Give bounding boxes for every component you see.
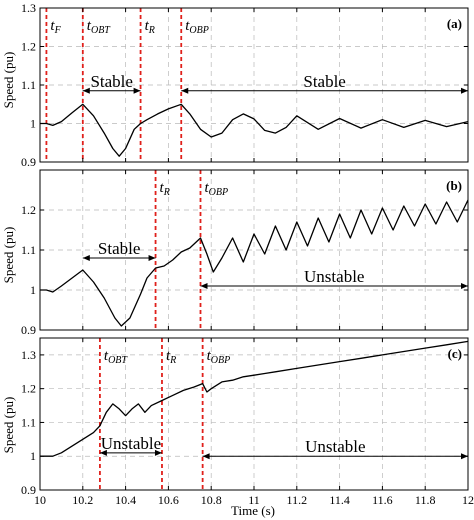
- x-tick-label: 10.8: [201, 493, 222, 507]
- y-axis-label: Speed (pu): [1, 227, 16, 284]
- y-tick-label: 0.9: [21, 323, 36, 337]
- y-tick-label: 1.2: [21, 382, 36, 396]
- speed-series-line: [40, 199, 469, 327]
- y-tick-label: 1.3: [21, 348, 36, 362]
- arrowhead-left: [181, 87, 189, 94]
- event-label: tR: [145, 18, 155, 36]
- panel-label: (a): [447, 16, 462, 31]
- arrowhead-right: [461, 87, 468, 94]
- x-axis-label: Time (s): [231, 503, 275, 518]
- grid-layer: [40, 8, 468, 490]
- event-label: tR: [166, 348, 176, 366]
- annotation-label: Stable: [90, 72, 133, 91]
- x-tick-label: 11.4: [329, 493, 350, 507]
- arrowhead-left: [99, 449, 107, 456]
- arrowhead-left: [82, 255, 90, 261]
- arrowhead-left: [200, 283, 208, 289]
- arrowhead-right: [154, 449, 162, 456]
- event-label: tOBT: [87, 18, 112, 36]
- event-label: tF: [50, 18, 61, 36]
- y-tick-label: 1.2: [21, 40, 36, 54]
- x-tick-label: 11: [248, 493, 260, 507]
- y-tick-label: 1.1: [21, 415, 36, 429]
- event-label: tOBP: [185, 18, 209, 36]
- event-label: tOBP: [205, 180, 229, 198]
- x-tick-label: 11.2: [287, 493, 308, 507]
- y-tick-label: 1: [30, 117, 36, 131]
- arrowhead-right: [461, 283, 468, 289]
- x-tick-label: 11.8: [415, 493, 436, 507]
- y-tick-label: 1.1: [21, 78, 36, 92]
- x-tick-label: 10.6: [158, 493, 179, 507]
- event-label: tOBT: [104, 348, 129, 366]
- annotations-layer: tF tOBT tR tOBP (a) Stable Stable tR tOBP (b) Stab…: [50, 16, 468, 460]
- event-label: tOBP: [207, 348, 231, 366]
- x-tick-label: 12: [462, 493, 474, 507]
- panel-label: (b): [446, 178, 462, 193]
- x-tick-label: 10.4: [115, 493, 136, 507]
- annotation-label: Unstable: [101, 434, 161, 453]
- y-axis-label: Speed (pu): [1, 52, 16, 109]
- y-tick-label: 1.3: [21, 1, 36, 15]
- plot-frame: [39, 169, 469, 331]
- y-axis-label: Speed (pu): [1, 397, 16, 454]
- x-tick-label: 10: [34, 493, 46, 507]
- y-tick-label: 1: [30, 449, 36, 463]
- event-label: tR: [160, 180, 170, 198]
- x-tick-label: 10.2: [72, 493, 93, 507]
- annotation-label: Stable: [303, 72, 346, 91]
- y-tick-label: 0.9: [21, 483, 36, 497]
- arrowhead-right: [133, 87, 141, 94]
- annotation-label: Unstable: [304, 267, 364, 286]
- x-tick-label: 11.6: [372, 493, 393, 507]
- panel-label: (c): [448, 346, 462, 361]
- annotation-label: Unstable: [305, 437, 365, 456]
- arrowhead-right: [148, 255, 156, 261]
- y-tick-label: 1: [30, 283, 36, 297]
- arrowhead-left: [202, 453, 210, 460]
- y-tick-label: 1.2: [21, 203, 36, 217]
- arrowhead-left: [82, 87, 90, 94]
- plot-frame: [39, 7, 469, 163]
- axes-layer: 0.9 1 1.1 1.2 1.3 0.9 1 1.1 1.2 0.9 1 1.1 1.2 1.3 10 10…: [21, 1, 474, 507]
- y-tick-label: 1.1: [21, 243, 36, 257]
- series-layer: [40, 103, 469, 457]
- speed-series-line: [40, 103, 469, 157]
- annotation-label: Stable: [98, 239, 141, 258]
- speed-series-line: [40, 340, 469, 457]
- y-tick-label: 0.9: [21, 155, 36, 169]
- plot-frame: [39, 337, 469, 491]
- event-lines-layer: [45, 8, 204, 490]
